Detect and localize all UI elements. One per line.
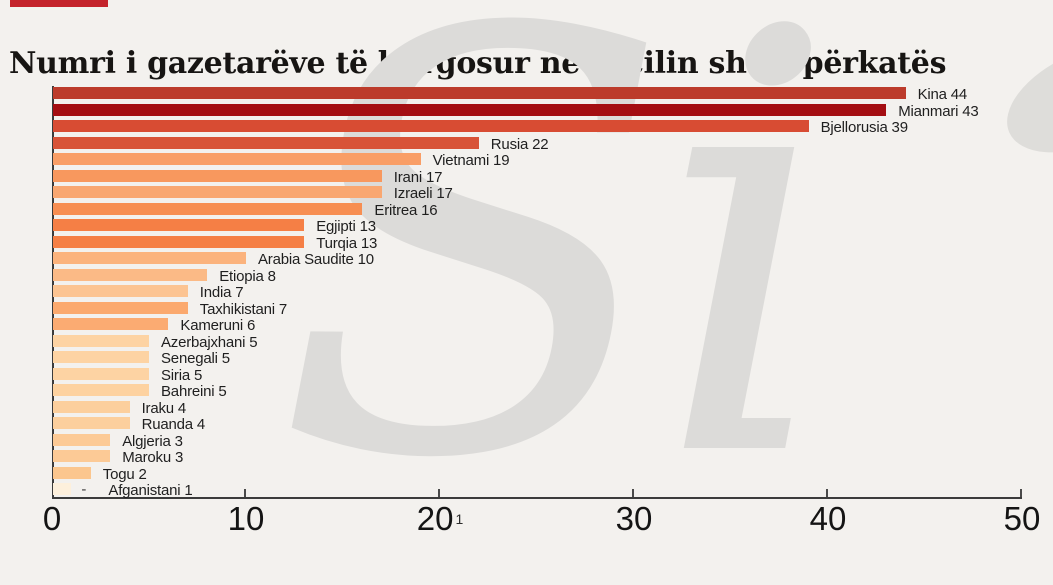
bar [53, 153, 421, 165]
bar-label: Mianmari 43 [898, 102, 979, 120]
bar-rows: Kina 44 Mianmari 43 Bjellorusia 39 Rusia 22… [53, 86, 1043, 499]
bar [53, 87, 906, 99]
bar-chart: 0 10 20 1 30 40 50 Kina 44 Mianmari 43 Bjellorus… [42, 86, 1043, 537]
bar [53, 235, 305, 248]
bar-row: Iraku 4 [53, 399, 1043, 417]
x-tick-mark [438, 489, 440, 497]
bar [53, 120, 809, 132]
bar [53, 384, 149, 396]
bar-row: Izraeli 17 [53, 185, 1043, 202]
bar-label: Maroku 3 [122, 449, 184, 466]
bar [53, 202, 363, 215]
bar [53, 483, 72, 495]
bar-dash-marker: - [81, 481, 87, 498]
bar-row: Vietnami 19 [53, 152, 1043, 169]
bar-row: - Afganistani 1 [53, 481, 1043, 499]
bar [53, 169, 382, 182]
bar [53, 334, 149, 347]
bar-row: Ruanda 4 [53, 416, 1043, 433]
bar-label: Irani 17 [393, 168, 443, 186]
bar-row: Etiopia 8 [53, 267, 1043, 285]
x-tick-label: 30 [615, 500, 653, 537]
bar [53, 285, 188, 297]
bar-row: Egjipti 13 [53, 218, 1043, 235]
bar-row: Algjeria 3 [53, 432, 1043, 450]
bar-row: Taxhikistani 7 [53, 300, 1043, 318]
bar-label: Bahreini 5 [161, 383, 227, 400]
bar-row: Kina 44 [53, 86, 1043, 103]
bar [53, 450, 111, 462]
bar-label: India 7 [199, 284, 244, 301]
bar-label: Togu 2 [102, 465, 147, 483]
bar-label: Taxhikistani 7 [199, 300, 288, 318]
bar [53, 252, 246, 264]
bar-label: Ruanda 4 [141, 416, 206, 433]
x-tick-label: 10 [227, 500, 265, 537]
x-tick-label: 50 [1003, 500, 1041, 537]
bar-label: Senegali 5 [161, 350, 230, 367]
bar-label: Vietnami 19 [432, 152, 510, 169]
bar-row: Bjellorusia 39 [53, 119, 1043, 136]
bar-row: India 7 [53, 284, 1043, 301]
bar-label: Siria 5 [161, 366, 203, 384]
x-tick-mark [826, 489, 828, 497]
bar-row: Togu 2 [53, 465, 1043, 483]
bar-label: Bjellorusia 39 [820, 119, 908, 136]
bar-row: Mianmari 43 [53, 102, 1043, 120]
bar [53, 219, 305, 231]
bar-label: Afganistani 1 [108, 482, 193, 499]
bar [53, 351, 149, 363]
bar-row: Azerbajxhani 5 [53, 333, 1043, 351]
page-root: { "page": { "background_color": "#f3f1ee… [9, 0, 1053, 538]
bar [53, 301, 188, 314]
bar [53, 466, 91, 479]
accent-bar [10, 0, 108, 7]
bar-label: Azerbajxhani 5 [161, 333, 258, 351]
bar-label: Iraku 4 [141, 399, 187, 417]
bar-row: Turqia 13 [53, 234, 1043, 252]
bar [53, 318, 169, 330]
bar-row: Rusia 22 [53, 135, 1043, 153]
bar-row: Arabia Saudite 10 [53, 251, 1043, 268]
x-tick-mark [1020, 489, 1022, 497]
bar [53, 417, 130, 429]
bar-label: Egjipti 13 [316, 218, 376, 235]
bar [53, 433, 111, 446]
x-tick-label: 40 [809, 500, 847, 537]
bar-row: Senegali 5 [53, 350, 1043, 367]
bar-label: Eritrea 16 [374, 201, 438, 219]
bar-row: Siria 5 [53, 366, 1043, 384]
axis-footnote-marker: 1 [455, 511, 464, 527]
bar [53, 268, 208, 281]
x-tick-mark [244, 489, 246, 497]
page-title: Numri i gazetarëve të burgosur në secili… [9, 46, 947, 82]
bar-label: Izraeli 17 [393, 185, 453, 202]
bar-label: Rusia 22 [490, 135, 549, 153]
bar [53, 367, 149, 380]
bar-row: Maroku 3 [53, 449, 1043, 466]
bar [53, 103, 887, 116]
bar-label: Algjeria 3 [122, 432, 183, 450]
bar-row: Kameruni 6 [53, 317, 1043, 334]
bar-label: Turqia 13 [316, 234, 378, 252]
bar [53, 186, 382, 198]
x-tick-mark [632, 489, 634, 497]
bar-row: Eritrea 16 [53, 201, 1043, 219]
bar [53, 400, 130, 413]
bar-label: Etiopia 8 [219, 267, 276, 285]
bar-row: Bahreini 5 [53, 383, 1043, 400]
x-axis-line [52, 497, 1022, 499]
x-tick-label: 20 1 [416, 500, 464, 537]
x-tick-label: 0 [42, 500, 62, 537]
bar-label: Arabia Saudite 10 [258, 251, 374, 268]
bar-label: Kina 44 [917, 86, 968, 103]
bar-row: Irani 17 [53, 168, 1043, 186]
bar-label: Kameruni 6 [180, 317, 256, 334]
bar [53, 136, 479, 149]
